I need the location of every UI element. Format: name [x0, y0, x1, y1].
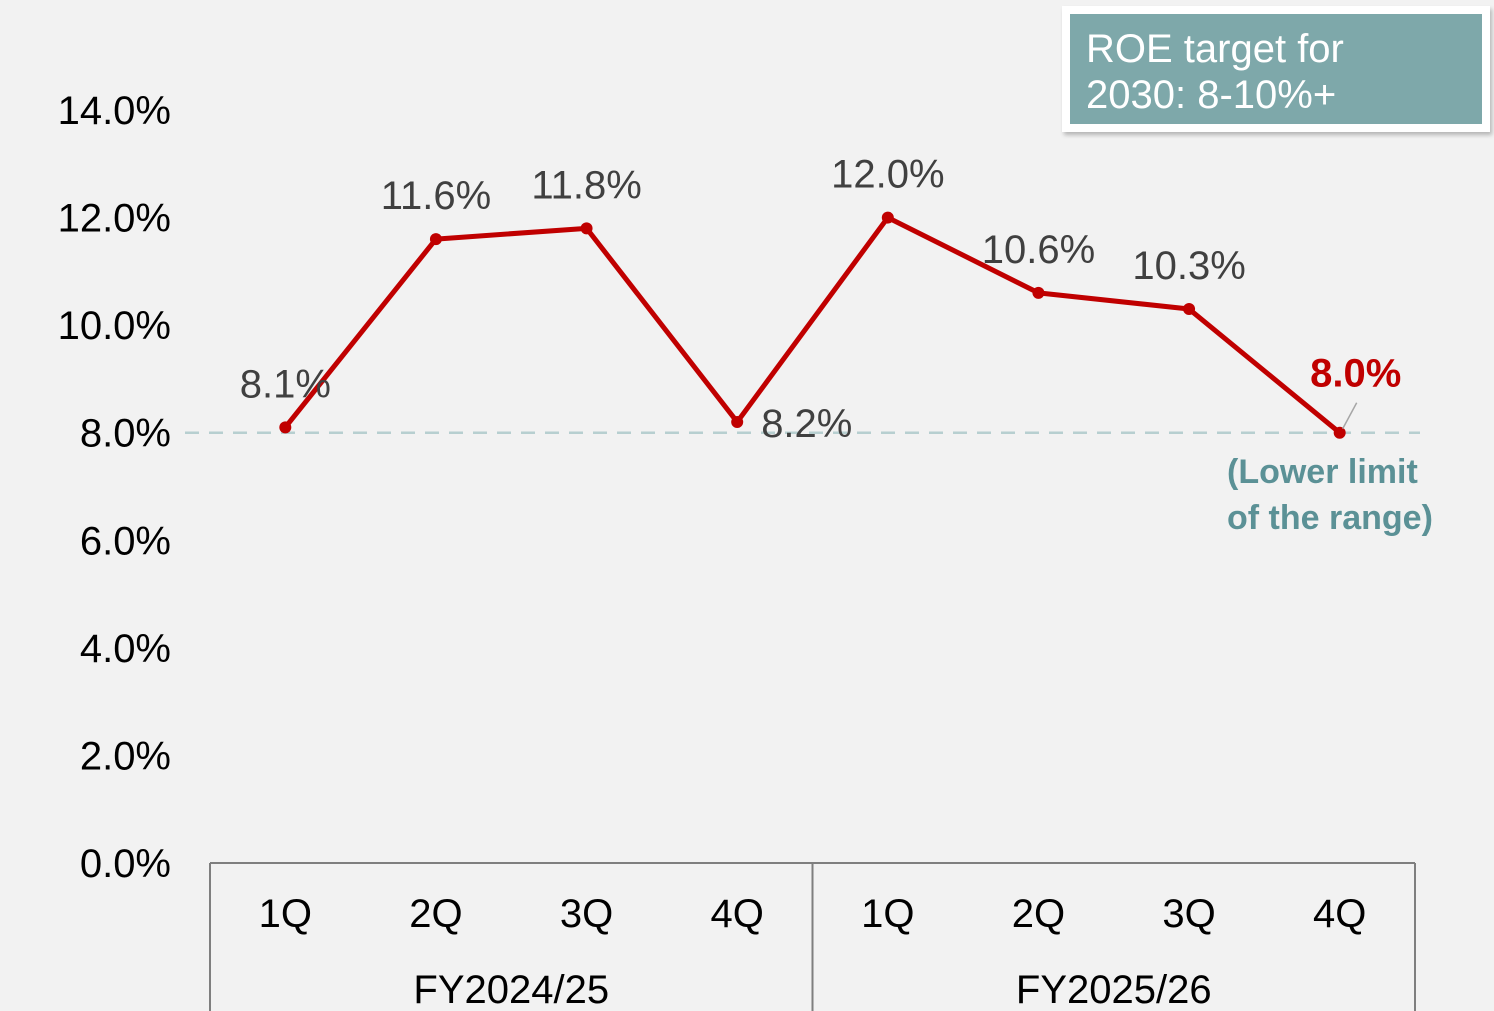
callout-leader-line — [1342, 402, 1358, 430]
y-tick-label: 6.0% — [80, 519, 171, 563]
target-text-line: ROE target for — [1086, 27, 1344, 71]
lower-limit-annotation: (Lower limit of the range) — [1227, 453, 1433, 537]
x-group-label: FY2024/25 — [413, 968, 609, 1011]
y-tick-label: 12.0% — [58, 197, 171, 241]
x-axis-groups: FY2024/25 FY2025/26 — [413, 968, 1211, 1011]
y-tick-label: 0.0% — [80, 842, 171, 886]
roe-data-labels: 8.1% 11.6% 11.8% 8.2% 12.0% 10.6% 10.3% 8.0% — [240, 153, 1402, 446]
data-point — [1032, 286, 1045, 299]
roe-target-callout: ROE target for 2030: 8-10%+ — [1062, 6, 1490, 132]
category-axis-table — [209, 862, 1416, 1011]
data-point — [279, 421, 292, 434]
roe-data-points — [279, 211, 1346, 439]
y-tick-label: 8.0% — [80, 412, 171, 456]
data-point — [731, 415, 744, 428]
x-category-label: 1Q — [259, 892, 312, 936]
data-point — [429, 233, 442, 246]
target-text-line: 2030: 8-10%+ — [1086, 73, 1337, 117]
data-label: 11.8% — [531, 163, 641, 207]
data-point — [881, 211, 894, 224]
x-category-label: 4Q — [1313, 892, 1366, 936]
x-category-label: 3Q — [560, 892, 613, 936]
data-label: 8.2% — [761, 402, 852, 446]
y-tick-label: 2.0% — [80, 734, 171, 778]
x-category-label: 3Q — [1162, 892, 1215, 936]
x-category-label: 1Q — [861, 892, 914, 936]
data-point — [1333, 426, 1346, 439]
x-category-label: 2Q — [409, 892, 462, 936]
data-point — [580, 222, 593, 235]
data-label: 11.6% — [381, 174, 491, 218]
y-tick-label: 4.0% — [80, 627, 171, 671]
y-tick-label: 14.0% — [58, 89, 171, 133]
roe-target-text: ROE target for 2030: 8-10%+ — [1070, 14, 1482, 124]
y-axis-ticks: 0.0% 2.0% 4.0% 6.0% 8.0% 10.0% 12.0% 14.0% — [58, 89, 171, 886]
x-category-label: 4Q — [711, 892, 764, 936]
roe-series-line — [283, 215, 1342, 435]
data-point — [1183, 303, 1196, 316]
annotation-line: of the range) — [1227, 499, 1433, 537]
data-label: 8.0% — [1310, 352, 1401, 396]
data-label: 10.3% — [1132, 244, 1245, 288]
x-group-label: FY2025/26 — [1016, 968, 1212, 1011]
data-label: 12.0% — [831, 153, 944, 197]
x-category-label: 2Q — [1012, 892, 1065, 936]
x-axis-categories: 1Q 2Q 3Q 4Q 1Q 2Q 3Q 4Q — [259, 892, 1367, 936]
y-tick-label: 10.0% — [58, 304, 171, 348]
data-label: 8.1% — [240, 362, 331, 406]
annotation-line: (Lower limit — [1227, 453, 1418, 491]
data-label: 10.6% — [982, 228, 1095, 272]
